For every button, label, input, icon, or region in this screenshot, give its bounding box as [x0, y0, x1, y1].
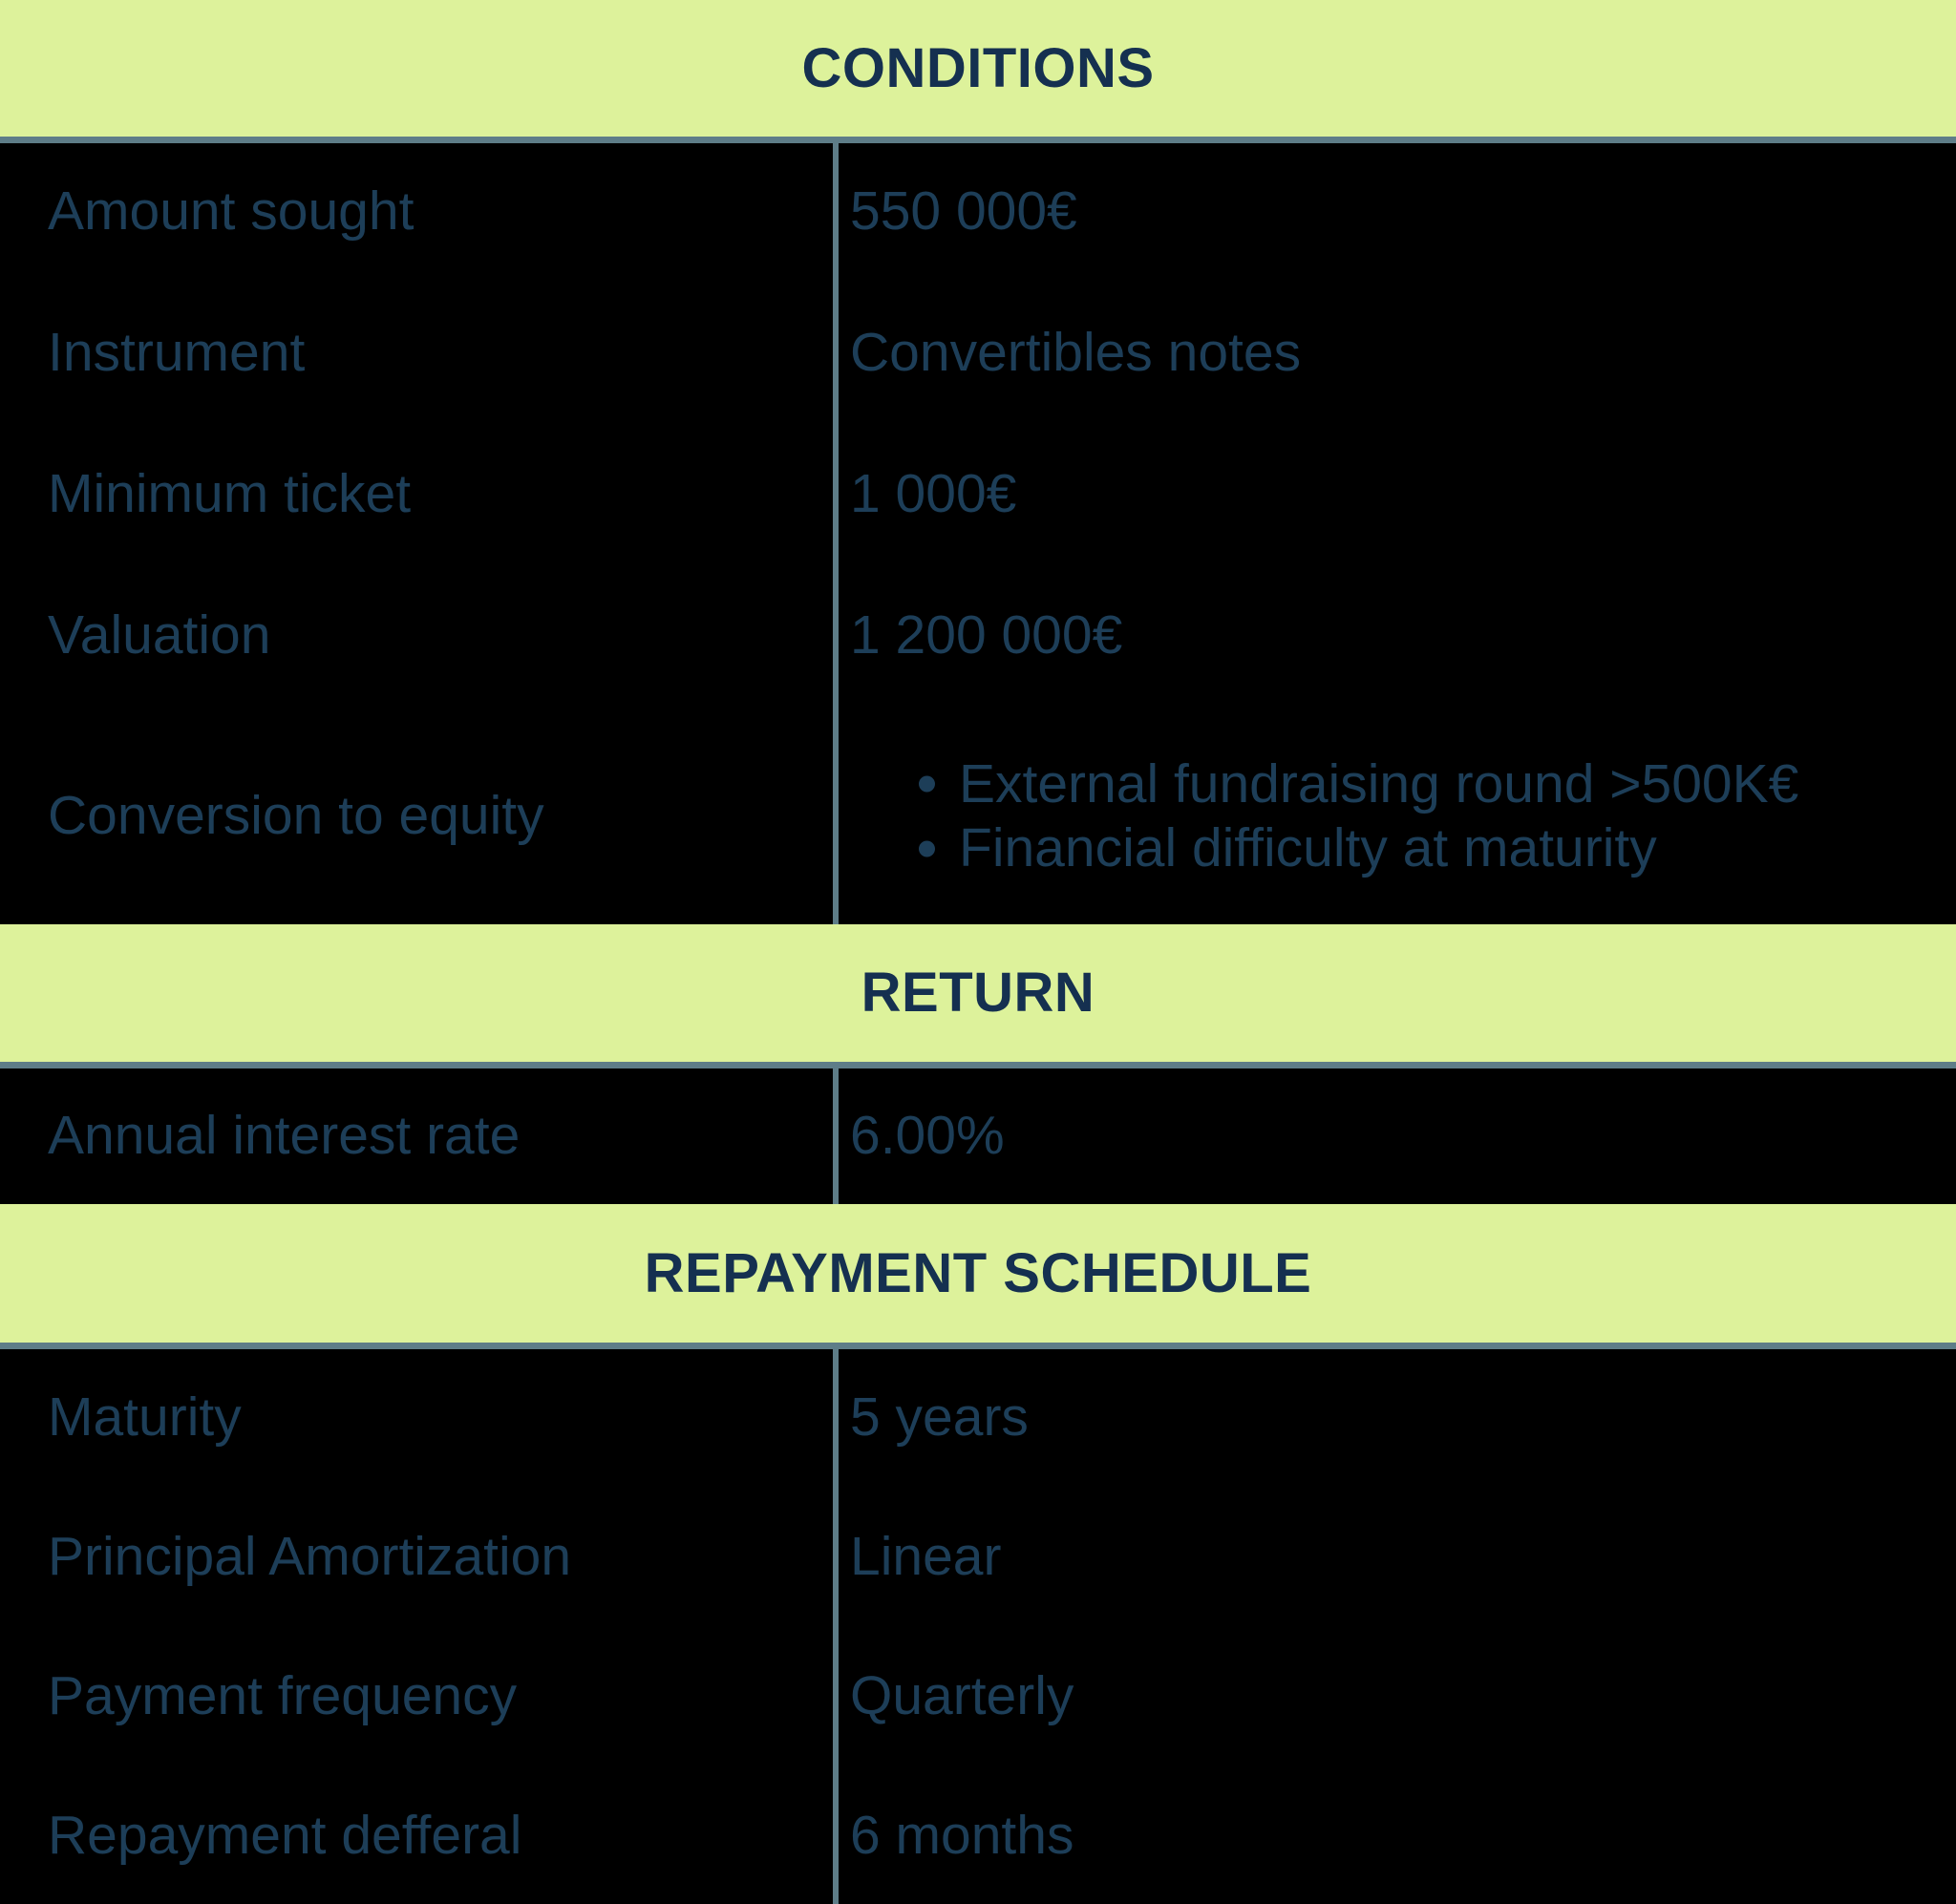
- row-label: Valuation: [48, 603, 271, 666]
- section-header-conditions: CONDITIONS: [0, 0, 1956, 137]
- conversion-trigger-list: External fundraising round >500K€ Financ…: [850, 752, 1950, 881]
- divider-under-return-header: [0, 1062, 1956, 1068]
- table-row: Maturity 5 years: [0, 1349, 1956, 1486]
- row-value: 5 years: [850, 1386, 1029, 1448]
- row-label: Principal Amortization: [48, 1525, 572, 1587]
- section-header-repayment-schedule-label: REPAYMENT SCHEDULE: [644, 1241, 1312, 1304]
- row-value: 550 000€: [850, 180, 1077, 242]
- table-row: Payment frequency Quarterly: [0, 1628, 1956, 1765]
- row-value: 1 000€: [850, 462, 1017, 524]
- bullet-icon: [919, 775, 935, 793]
- bullet-icon: [919, 840, 935, 857]
- list-item: Financial difficulty at maturity: [919, 816, 1950, 880]
- table-row: Instrument Convertibles notes: [0, 285, 1956, 421]
- row-label: Payment frequency: [48, 1664, 518, 1726]
- section-header-return-label: RETURN: [861, 962, 1095, 1024]
- row-value: 1 200 000€: [850, 603, 1123, 666]
- table-row: Conversion to equity External fundraisin…: [0, 709, 1956, 924]
- table-row: Amount sought 550 000€: [0, 143, 1956, 280]
- column-divider-repayment: [833, 1349, 839, 1904]
- row-label: Instrument: [48, 321, 306, 383]
- section-header-conditions-label: CONDITIONS: [801, 36, 1155, 99]
- row-label: Maturity: [48, 1386, 242, 1448]
- row-label: Repayment defferal: [48, 1804, 522, 1866]
- section-repayment-body: Maturity 5 years Principal Amortization …: [0, 1349, 1956, 1904]
- table-row: Minimum ticket 1 000€: [0, 426, 1956, 562]
- divider-under-conditions-header: [0, 137, 1956, 143]
- column-divider-return: [833, 1068, 839, 1204]
- section-header-return: RETURN: [0, 924, 1956, 1062]
- table-row: Principal Amortization Linear: [0, 1489, 1956, 1625]
- section-return-body: Annual interest rate 6.00%: [0, 1068, 1956, 1204]
- row-value: Quarterly: [850, 1664, 1074, 1726]
- table-row: Annual interest rate 6.00%: [0, 1068, 1956, 1204]
- row-value: Linear: [850, 1525, 1002, 1587]
- list-item-label: External fundraising round >500K€: [959, 752, 1799, 814]
- row-value-bullets: External fundraising round >500K€ Financ…: [833, 752, 1950, 881]
- table-row: Valuation 1 200 000€: [0, 567, 1956, 704]
- table-row: Repayment defferal 6 months: [0, 1767, 1956, 1904]
- row-label: Conversion to equity: [48, 785, 544, 847]
- section-conditions-body: Amount sought 550 000€ Instrument Conver…: [0, 143, 1956, 924]
- section-header-repayment-schedule: REPAYMENT SCHEDULE: [0, 1204, 1956, 1343]
- row-value: 6.00%: [850, 1105, 1005, 1167]
- row-value: Convertibles notes: [850, 321, 1302, 383]
- divider-under-repayment-header: [0, 1343, 1956, 1349]
- row-label: Annual interest rate: [48, 1105, 521, 1167]
- list-item: External fundraising round >500K€: [919, 752, 1950, 816]
- list-item-label: Financial difficulty at maturity: [959, 817, 1657, 878]
- row-value: 6 months: [850, 1804, 1074, 1866]
- column-divider-conditions: [833, 143, 839, 924]
- row-label: Minimum ticket: [48, 462, 412, 524]
- row-label: Amount sought: [48, 180, 415, 242]
